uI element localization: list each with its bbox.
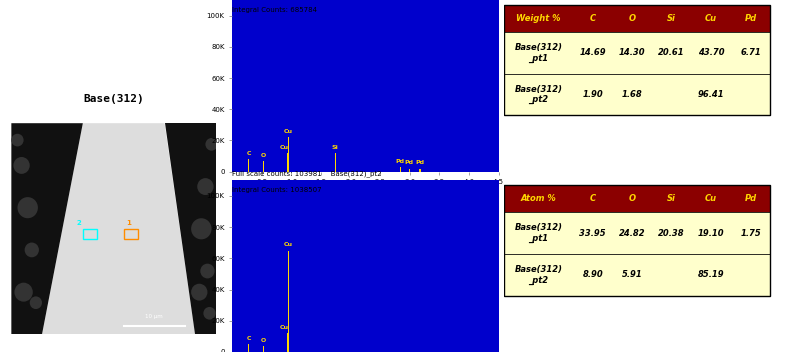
- Text: 20.61: 20.61: [658, 48, 685, 57]
- Text: 8.90: 8.90: [582, 270, 603, 279]
- Text: Si: Si: [332, 145, 338, 150]
- Text: C: C: [590, 194, 596, 203]
- Bar: [286, 333, 288, 352]
- Text: Base(312): Base(312): [83, 94, 144, 103]
- FancyBboxPatch shape: [504, 5, 770, 32]
- FancyBboxPatch shape: [504, 254, 770, 296]
- Text: 1.75: 1.75: [740, 228, 761, 238]
- Text: Full scale counts: 103981    Base(312)_pt2: Full scale counts: 103981 Base(312)_pt2: [232, 170, 382, 177]
- Text: Atom %: Atom %: [521, 194, 556, 203]
- Bar: [262, 346, 264, 352]
- Text: O: O: [261, 153, 266, 158]
- Bar: [288, 137, 289, 172]
- Text: 1.90: 1.90: [582, 90, 603, 99]
- Text: O: O: [261, 338, 266, 342]
- FancyBboxPatch shape: [504, 212, 770, 254]
- Bar: [409, 169, 410, 172]
- Text: Pd: Pd: [415, 161, 425, 165]
- Text: O: O: [629, 194, 636, 203]
- Text: O: O: [629, 14, 636, 23]
- Text: Base(312)
_pt1: Base(312) _pt1: [514, 43, 562, 63]
- Bar: [288, 251, 289, 352]
- Bar: [334, 153, 336, 172]
- Text: Base(312)
_pt2: Base(312) _pt2: [514, 85, 562, 104]
- Text: C: C: [590, 14, 596, 23]
- Text: 96.41: 96.41: [698, 90, 725, 99]
- Text: Integral Counts: 1038507: Integral Counts: 1038507: [232, 187, 322, 193]
- FancyBboxPatch shape: [504, 32, 770, 74]
- Text: 33.95: 33.95: [579, 228, 606, 238]
- Text: 24.82: 24.82: [619, 228, 646, 238]
- Text: Base(312)
_pt1: Base(312) _pt1: [514, 223, 562, 243]
- Bar: [504, 5, 770, 115]
- Bar: [400, 167, 401, 172]
- Text: 1.68: 1.68: [622, 90, 642, 99]
- Text: 14.69: 14.69: [579, 48, 606, 57]
- Text: Cu: Cu: [705, 194, 718, 203]
- Text: Cu: Cu: [705, 14, 718, 23]
- Text: Cu: Cu: [284, 129, 293, 134]
- Bar: [504, 185, 770, 296]
- Bar: [262, 161, 264, 172]
- Text: 6.71: 6.71: [740, 48, 761, 57]
- X-axis label: keV: keV: [359, 191, 372, 197]
- Text: Cu: Cu: [284, 243, 293, 247]
- Text: 19.10: 19.10: [698, 228, 725, 238]
- Bar: [248, 344, 250, 352]
- Text: Pd: Pd: [405, 161, 414, 165]
- Text: 14.30: 14.30: [619, 48, 646, 57]
- Bar: [286, 153, 288, 172]
- Text: Cu: Cu: [280, 325, 289, 330]
- Text: Pd: Pd: [745, 194, 757, 203]
- Text: Pd: Pd: [396, 159, 405, 164]
- Text: C: C: [246, 336, 251, 341]
- Text: 20.38: 20.38: [658, 228, 685, 238]
- Bar: [419, 169, 421, 172]
- FancyBboxPatch shape: [504, 74, 770, 115]
- Text: Si: Si: [667, 194, 676, 203]
- Text: 43.70: 43.70: [698, 48, 725, 57]
- Text: Weight %: Weight %: [516, 14, 561, 23]
- Text: C: C: [246, 151, 251, 156]
- Text: 5.91: 5.91: [622, 270, 642, 279]
- Text: 85.19: 85.19: [698, 270, 725, 279]
- FancyBboxPatch shape: [504, 185, 770, 212]
- Text: Cu: Cu: [280, 145, 289, 150]
- Text: Base(312)
_pt2: Base(312) _pt2: [514, 265, 562, 284]
- Text: Pd: Pd: [745, 14, 757, 23]
- Text: Si: Si: [667, 14, 676, 23]
- Bar: [248, 159, 250, 172]
- Text: Integral Counts: 685784: Integral Counts: 685784: [232, 7, 318, 13]
